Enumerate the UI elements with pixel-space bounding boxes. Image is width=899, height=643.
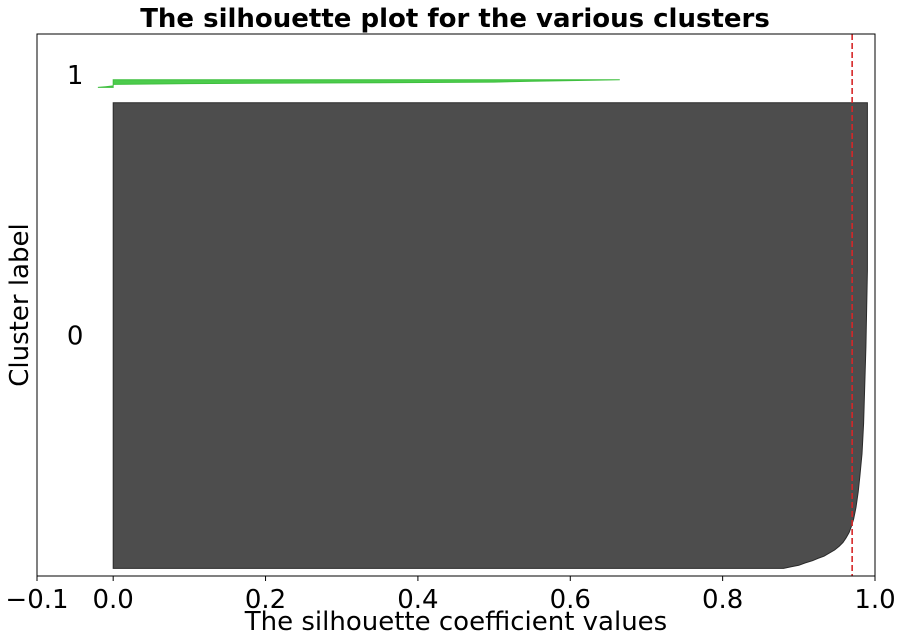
y-axis-label: Cluster label	[5, 223, 35, 386]
x-tick-label: 1.0	[854, 585, 895, 615]
x-tick-label: 0.4	[397, 585, 438, 615]
x-tick-label: 0.8	[702, 585, 743, 615]
cluster-label-1: 1	[67, 61, 84, 91]
x-tick-label: 0.2	[245, 585, 286, 615]
cluster-labels: 01	[67, 61, 84, 351]
x-tick-label: 0.6	[550, 585, 591, 615]
cluster-label-0: 0	[67, 322, 84, 352]
x-tick-label: 0.0	[93, 585, 134, 615]
cluster-area-1	[97, 79, 620, 88]
x-axis-ticks: −0.1 0.0 0.2 0.4 0.6 0.8 1.0	[5, 576, 896, 615]
plot-frame	[36, 33, 876, 577]
cluster-area-0	[112, 102, 868, 569]
x-axis-label: The silhouette coefficient values	[244, 607, 667, 637]
x-tick-label: −0.1	[5, 585, 68, 615]
chart-title: The silhouette plot for the various clus…	[140, 4, 770, 34]
cluster-areas	[97, 79, 868, 569]
